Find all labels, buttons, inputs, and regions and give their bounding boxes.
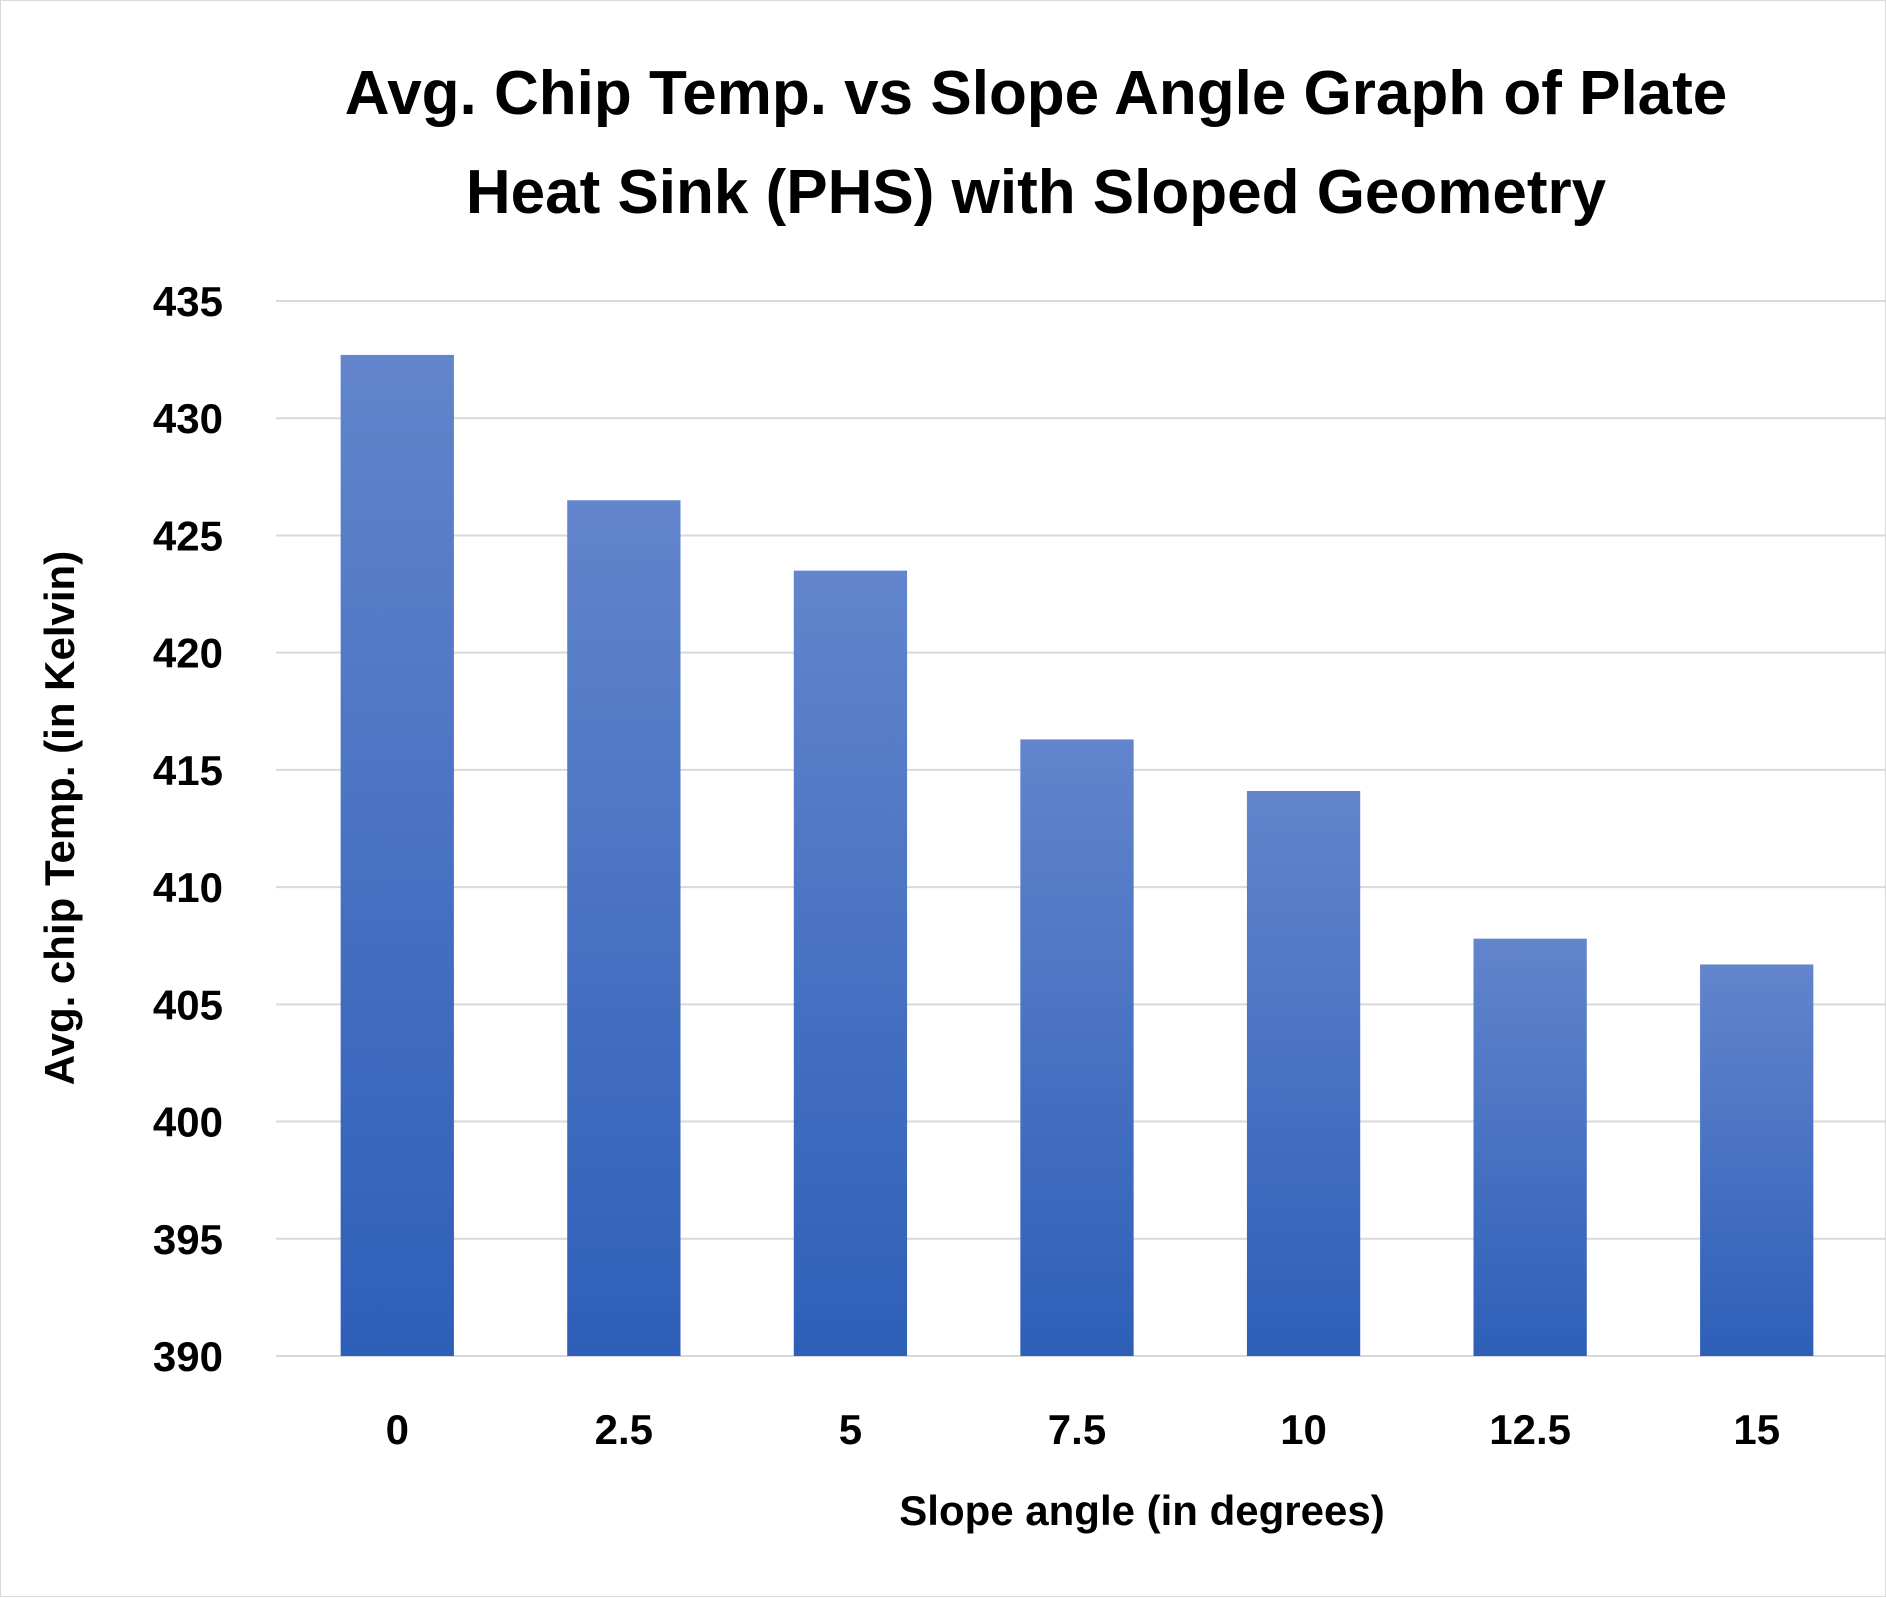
y-tick-label: 390 <box>153 1333 223 1380</box>
y-tick-label: 400 <box>153 1099 223 1146</box>
x-tick-label: 7.5 <box>1048 1406 1106 1453</box>
bar-10 <box>1246 790 1361 1356</box>
x-tick-label: 15 <box>1733 1406 1780 1453</box>
x-tick-label: 5 <box>839 1406 862 1453</box>
x-axis-tick-labels: 0 2.5 5 7.5 10 12.5 15 <box>386 1406 1780 1453</box>
x-tick-label: 0 <box>386 1406 409 1453</box>
y-tick-label: 435 <box>153 278 223 325</box>
y-tick-label: 405 <box>153 981 223 1028</box>
bar-15 <box>1700 964 1814 1356</box>
x-tick-label: 12.5 <box>1489 1406 1571 1453</box>
chart-title-line-1: Avg. Chip Temp. vs Slope Angle Graph of … <box>345 59 1728 128</box>
x-tick-label: 10 <box>1280 1406 1327 1453</box>
x-axis-title: Slope angle (in degrees) <box>899 1487 1384 1534</box>
chart-title-line-2: Heat Sink (PHS) with Sloped Geometry <box>466 158 1607 227</box>
bar-7.5 <box>1020 739 1134 1356</box>
bars <box>340 354 1814 1356</box>
y-axis-title: Avg. chip Temp. (in Kelvin) <box>36 551 83 1085</box>
bar-0 <box>340 354 454 1356</box>
bar-12.5 <box>1473 938 1587 1356</box>
y-tick-label: 395 <box>153 1216 223 1263</box>
y-axis-tick-labels: 390 395 400 405 410 415 420 425 430 435 <box>153 278 223 1380</box>
y-tick-label: 410 <box>153 864 223 911</box>
bar-5 <box>793 570 908 1356</box>
chart-title: Avg. Chip Temp. vs Slope Angle Graph of … <box>345 59 1728 227</box>
y-tick-label: 420 <box>153 630 223 677</box>
x-tick-label: 2.5 <box>595 1406 653 1453</box>
y-tick-label: 430 <box>153 395 223 442</box>
bar-2.5 <box>567 500 681 1356</box>
y-tick-label: 425 <box>153 512 223 559</box>
y-tick-label: 415 <box>153 747 223 794</box>
